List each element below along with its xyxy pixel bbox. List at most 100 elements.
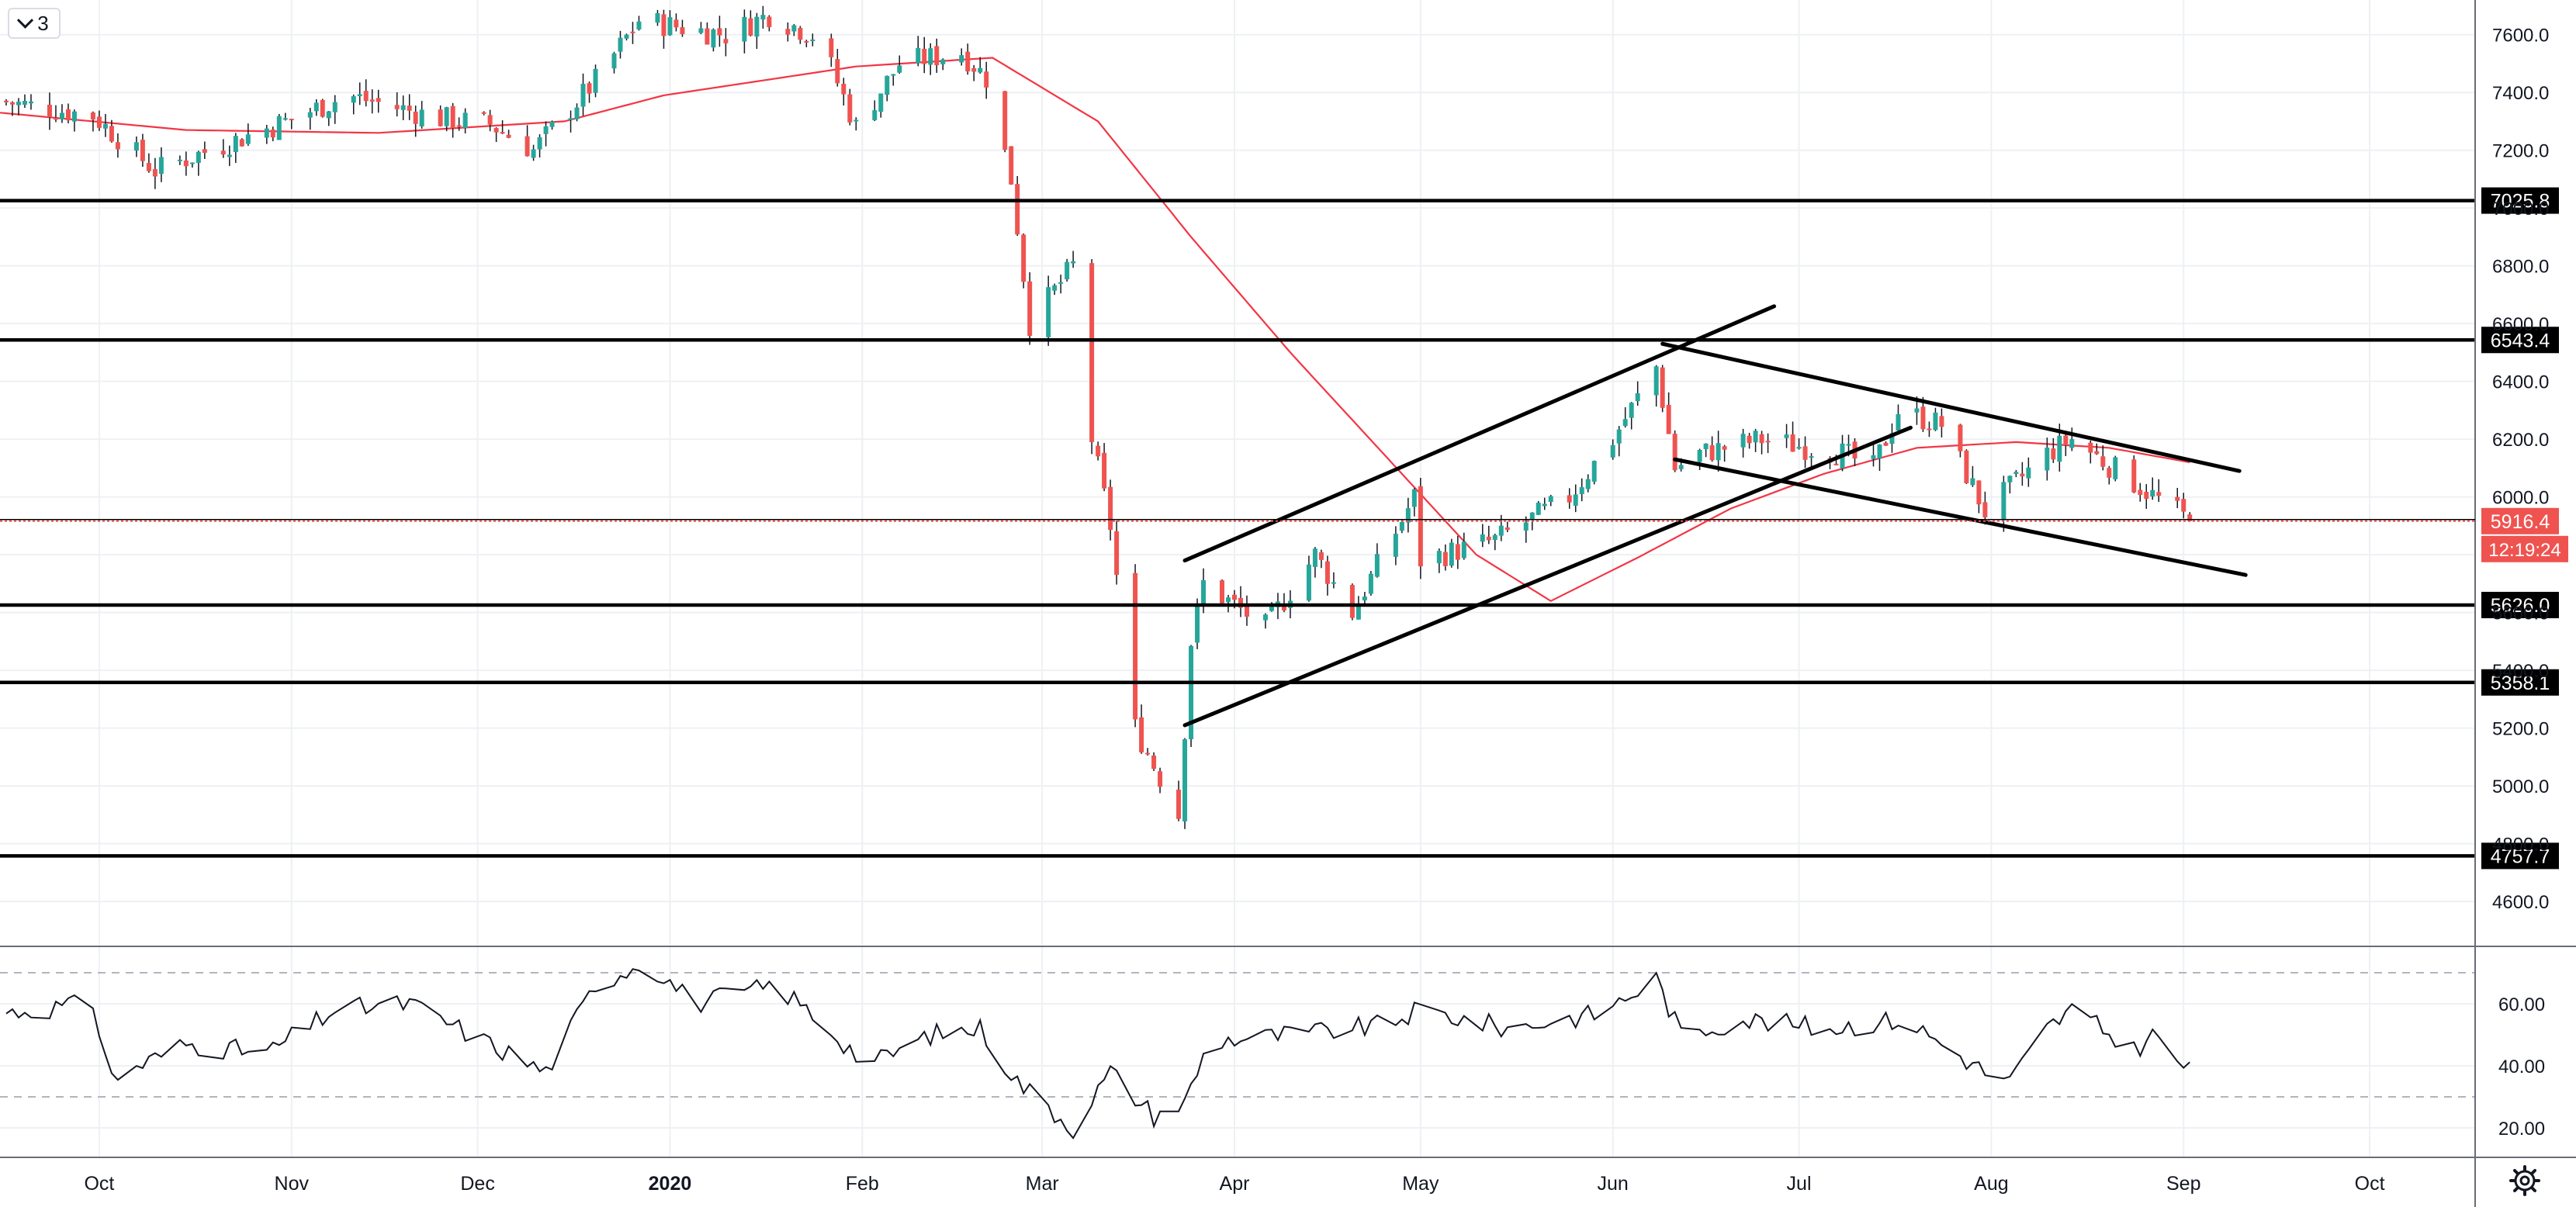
price-tick-label: 4800.0 [2492, 835, 2549, 856]
candle-body [928, 48, 933, 65]
candle [1889, 423, 1895, 453]
level-tag-label: 7025.8 [2491, 191, 2550, 213]
interval-selector[interactable]: 3 [8, 8, 61, 39]
horizontal-level[interactable]: 4757.7 [0, 842, 2559, 870]
moving-average-line [0, 57, 2190, 603]
trend-line[interactable] [1673, 457, 2248, 577]
candle-body [456, 125, 462, 127]
candle [531, 144, 536, 161]
candle [1970, 465, 1975, 487]
candle-body [971, 67, 977, 72]
candle-body [1220, 580, 1225, 604]
candle-body [487, 115, 493, 125]
candle-body [1802, 446, 1808, 460]
candle [965, 43, 971, 75]
candle-body [1796, 447, 1802, 449]
candle [196, 150, 201, 176]
candle [2150, 477, 2155, 500]
candle-body [1697, 449, 1702, 462]
candle [705, 22, 710, 45]
candle-body [2063, 435, 2069, 446]
candle-body [413, 111, 418, 124]
candle [1189, 645, 1194, 748]
candle-body [313, 102, 319, 112]
rsi-line [5, 968, 2190, 1140]
candle [1244, 595, 1249, 626]
candle-body [580, 84, 586, 107]
candle-body [2175, 496, 2180, 501]
candle-body [661, 14, 667, 36]
candle [3, 99, 9, 106]
candle [1182, 738, 1188, 829]
trend-line[interactable] [1660, 341, 2242, 473]
candle [102, 113, 108, 137]
candle [1877, 444, 1882, 471]
candle [1368, 571, 1373, 596]
candle [1567, 488, 1572, 509]
candle [1108, 479, 1113, 541]
candle [525, 125, 530, 157]
candle [2138, 482, 2143, 502]
price-tick-label: 6200.0 [2492, 430, 2549, 451]
candle-body [1883, 442, 1889, 446]
candle-body [357, 94, 362, 96]
candle [1573, 484, 1578, 513]
candle [71, 109, 77, 132]
candle-body [2144, 492, 2149, 500]
candle [1622, 406, 1628, 428]
horizontal-levels[interactable]: 7025.8 6543.4 5626.0 5358.1 4757.7 [0, 187, 2559, 870]
horizontal-level[interactable]: 7025.8 [0, 187, 2559, 214]
candle-body [1195, 604, 1200, 643]
gear-icon[interactable] [2508, 1164, 2542, 1198]
horizontal-level[interactable]: 6543.4 [0, 327, 2559, 354]
candle-body [158, 157, 164, 175]
candle [462, 108, 468, 134]
candle-body [940, 59, 946, 64]
candle [1976, 480, 1982, 514]
candle [109, 119, 114, 143]
candle-body [1976, 480, 1982, 505]
candle-body [307, 112, 313, 118]
trend-line[interactable] [1182, 425, 1913, 728]
candle [2088, 440, 2093, 464]
candle-body [959, 55, 964, 63]
candlestick-series [3, 5, 2193, 829]
candle [872, 100, 878, 122]
candle [1722, 444, 1727, 462]
candle [959, 48, 964, 66]
candle [971, 64, 977, 81]
candle [1716, 431, 1721, 472]
price-tick-label: 4600.0 [2492, 892, 2549, 913]
candle [1158, 767, 1163, 794]
horizontal-level[interactable]: 5626.0 [0, 591, 2559, 618]
candle [1616, 426, 1622, 457]
candle [810, 33, 815, 47]
candle-body [1176, 789, 1182, 819]
level-tag-label: 5358.1 [2491, 673, 2550, 694]
candle-body [1331, 582, 1336, 584]
trend-lines[interactable] [1182, 304, 2248, 728]
candle [661, 9, 667, 49]
candle [376, 89, 381, 113]
candle-body [1244, 604, 1249, 617]
candle-body [1449, 542, 1454, 566]
candle [1740, 428, 1746, 458]
candle-body [2001, 482, 2006, 520]
candle-body [1492, 534, 1497, 541]
candle [742, 9, 747, 54]
candle-body [1660, 367, 1665, 408]
candle-body [1790, 434, 1795, 452]
candle [984, 61, 989, 99]
horizontal-level[interactable]: 5358.1 [0, 669, 2559, 696]
candle [500, 120, 505, 134]
candle [1958, 424, 1963, 458]
candle-body [1133, 572, 1138, 720]
candle-body [829, 38, 834, 57]
candle-body [1399, 521, 1404, 531]
candle [245, 123, 251, 147]
candle-body [1809, 456, 1814, 458]
candle-body [326, 111, 331, 119]
candle-body [885, 75, 890, 95]
candle-body [506, 134, 511, 138]
